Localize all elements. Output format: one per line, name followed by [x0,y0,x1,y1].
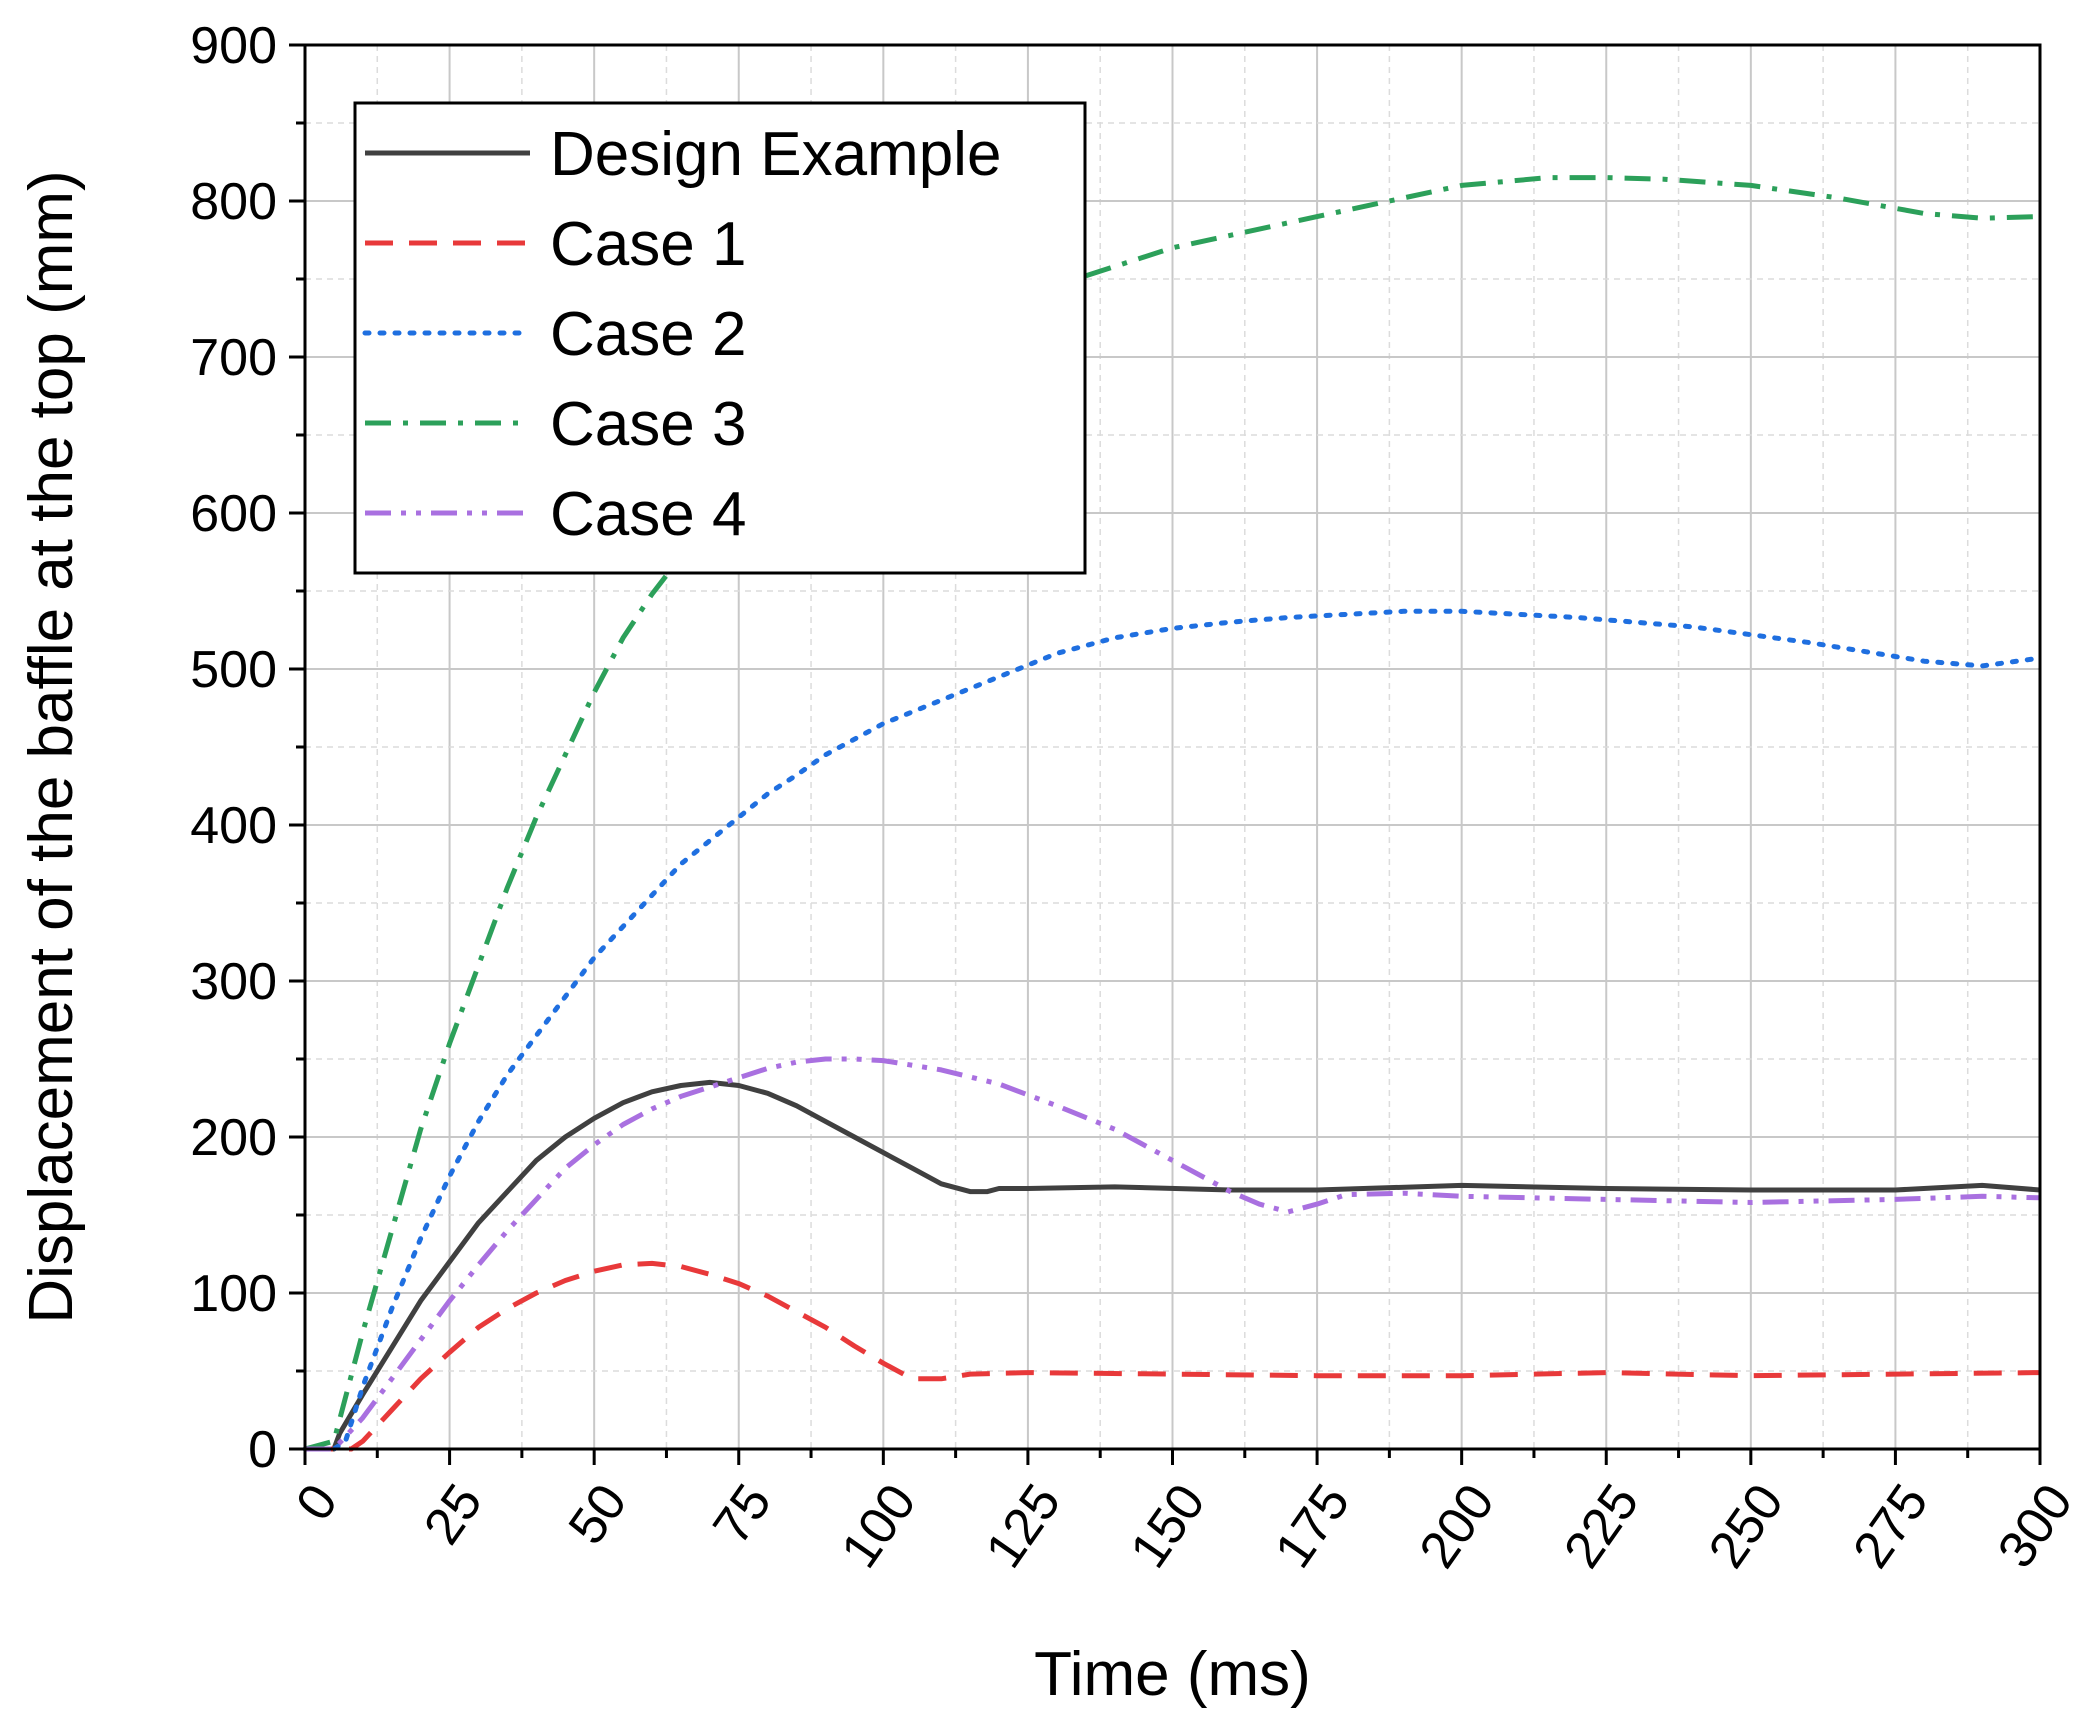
series-line-case-1 [305,1260,2041,1452]
legend-label-case-1: Case 1 [550,210,746,279]
y-tick-label: 0 [248,1421,277,1479]
x-tick-label: 175 [1264,1474,1361,1578]
series-line-case-3 [304,175,2041,1452]
y-tick-label: 500 [190,641,277,699]
x-tick-label: 50 [558,1474,639,1555]
legend-label-case-4: Case 4 [550,480,746,549]
y-tick-label: 300 [190,953,277,1011]
legend: Design Example Case 1 Case 2 Case 3 Case 4 [353,101,1087,575]
x-tick-label: 125 [975,1474,1072,1578]
y-axis-title: Displacement of the baffle at the top (m… [17,170,86,1323]
x-axis-title: Time (ms) [1034,1640,1311,1709]
y-tick-label: 400 [190,797,277,855]
x-tick-label: 300 [1987,1474,2084,1578]
series-lines [302,175,2043,1452]
y-tick-label: 700 [190,329,277,387]
x-tick-label: 150 [1119,1474,1216,1578]
x-tick-label: 0 [285,1474,349,1531]
x-tick-label: 225 [1553,1474,1650,1578]
series-line-case-4 [305,1056,2041,1452]
series-line-design-example [305,1079,2041,1452]
series-line-case-2 [302,608,2043,1452]
y-tick-label: 100 [190,1265,277,1323]
x-tick-label: 75 [702,1474,783,1555]
y-tick-label: 800 [190,173,277,231]
x-tick-label: 200 [1409,1474,1506,1578]
x-tick-label: 250 [1698,1474,1795,1578]
legend-box [353,101,1087,575]
legend-label-case-2: Case 2 [550,300,746,369]
legend-label-case-3: Case 3 [550,390,746,459]
x-tick-label: 100 [830,1474,927,1578]
legend-label-design-example: Design Example [550,120,1001,189]
y-tick-label: 600 [190,485,277,543]
axis-ticks [289,43,2042,1465]
y-tick-label: 900 [190,17,277,75]
x-tick-label: 275 [1842,1474,1939,1578]
x-tick-label: 25 [413,1474,494,1555]
y-tick-label: 200 [190,1109,277,1167]
